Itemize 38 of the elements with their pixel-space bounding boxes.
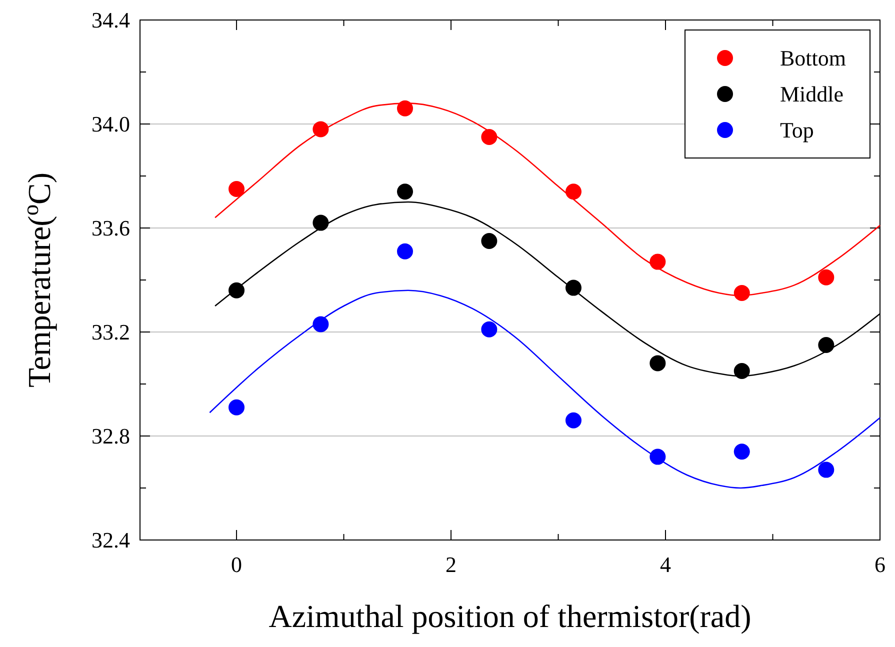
x-tick-label: 0 [231, 552, 242, 577]
y-tick-label: 32.4 [92, 528, 130, 553]
point [228, 181, 245, 197]
point [312, 121, 329, 138]
y-tick-label: 34.0 [92, 112, 130, 137]
point [397, 100, 414, 116]
point [734, 363, 750, 379]
y-tick-label: 33.6 [92, 216, 130, 241]
point [397, 184, 414, 200]
point [481, 129, 498, 145]
point [565, 184, 582, 200]
legend-label: Bottom [780, 46, 846, 71]
x-axis-title: Azimuthal position of thermistor(rad) [268, 598, 752, 634]
point [818, 269, 834, 286]
point [650, 254, 666, 270]
point [228, 399, 245, 416]
y-tick-label: 33.2 [92, 320, 130, 345]
point [650, 355, 666, 372]
point [734, 444, 750, 460]
point [734, 285, 750, 301]
point [818, 337, 834, 353]
point [565, 280, 582, 296]
point [228, 282, 245, 298]
x-tick-label: 6 [874, 552, 886, 577]
y-tick-label: 32.8 [92, 424, 130, 449]
legend-label: Top [780, 118, 814, 143]
legend-label: Middle [780, 82, 844, 107]
y-tick-label: 34.4 [92, 8, 130, 33]
line-series [209, 290, 881, 489]
point [565, 412, 582, 428]
point [481, 233, 498, 249]
point [481, 321, 498, 338]
x-tick-label: 4 [660, 552, 672, 577]
point [312, 316, 329, 332]
point [818, 462, 834, 478]
point [397, 243, 414, 260]
x-tick-label: 2 [446, 552, 457, 577]
point [312, 214, 329, 231]
